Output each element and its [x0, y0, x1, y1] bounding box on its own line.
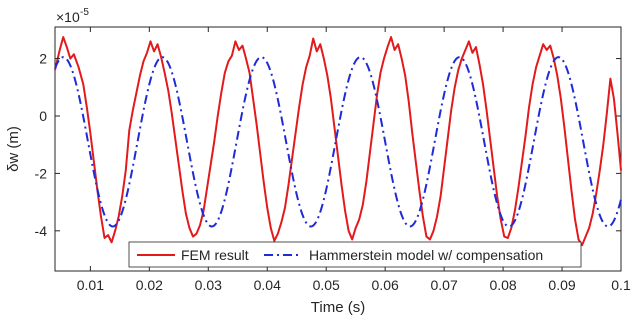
x-tick-label: 0.08 — [489, 277, 516, 293]
x-tick-label: 0.02 — [136, 277, 163, 293]
y-axis-label: δw (m) — [5, 126, 22, 172]
legend-label-hammerstein: Hammerstein model w/ compensation — [309, 247, 543, 263]
series-line-hammerstein — [54, 56, 622, 228]
y-tick-label: -4 — [35, 223, 48, 239]
series-layer — [54, 36, 622, 247]
y-axis-exponent-power: -5 — [80, 7, 89, 18]
x-tick-label: 0.05 — [313, 277, 340, 293]
x-tick-label: 0.01 — [77, 277, 104, 293]
x-axis-label: Time (s) — [311, 299, 365, 316]
y-axis-ticks: -4 -2 0 2 — [35, 51, 621, 239]
x-tick-label: 0.04 — [254, 277, 281, 293]
y-tick-label: -2 — [35, 165, 48, 181]
x-tick-label: 0.07 — [431, 277, 458, 293]
series-line-fem-result — [54, 36, 622, 247]
y-tick-label: 2 — [39, 51, 47, 67]
plot-area: 0.01 0.02 0.03 0.04 0.05 0.06 0.07 0.08 0.09 0.1 … — [35, 26, 631, 293]
y-tick-label: 0 — [39, 108, 47, 124]
legend-label-fem-result: FEM result — [181, 247, 249, 263]
x-tick-label: 0.1 — [611, 277, 631, 293]
legend-box — [128, 241, 582, 268]
x-tick-label: 0.06 — [372, 277, 399, 293]
x-tick-label: 0.09 — [548, 277, 575, 293]
y-axis-exponent-base: ×10 — [56, 9, 80, 25]
legend: FEM result Hammerstein model w/ compensa… — [128, 241, 582, 268]
x-axis-ticks: 0.01 0.02 0.03 0.04 0.05 0.06 0.07 0.08 0.09 0.1 — [77, 27, 631, 293]
x-tick-label: 0.03 — [195, 277, 222, 293]
